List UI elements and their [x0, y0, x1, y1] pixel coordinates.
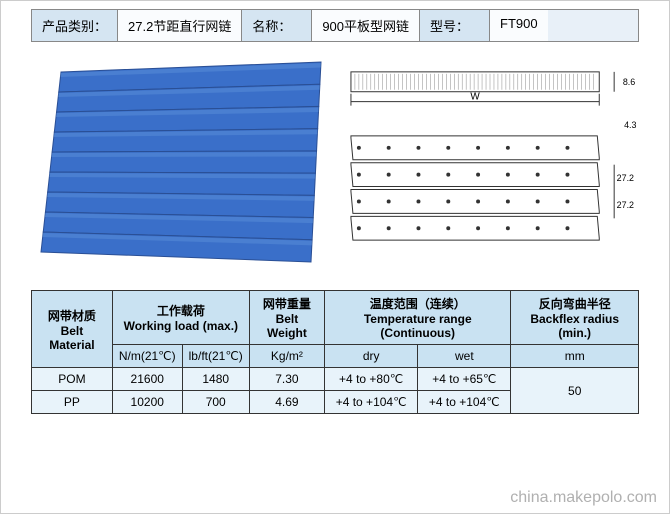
drawing-side: 4.3 27.2 27.2	[341, 118, 639, 267]
svg-text:W: W	[470, 92, 480, 103]
cell-backflex: 50	[511, 368, 639, 414]
cell-kg: 4.69	[249, 391, 324, 414]
watermark: china.makepolo.com	[510, 489, 657, 507]
col-backflex: 反向弯曲半径 Backflex radius (min.)	[511, 291, 639, 345]
svg-text:4.3: 4.3	[624, 120, 636, 130]
cell-dry: +4 to +104℃	[325, 391, 418, 414]
col-temp: 温度范围（连续） Temperature range (Continuous)	[325, 291, 511, 345]
sub-lbft: lb/ft(21℃)	[182, 345, 249, 368]
cell-wet: +4 to +65℃	[418, 368, 511, 391]
model-value: FT900	[490, 10, 548, 41]
col-material: 网带材质 Belt Material	[32, 291, 113, 368]
technical-drawings: W 8.6 4.3 27.2 27.2	[341, 52, 639, 272]
sub-mm: mm	[511, 345, 639, 368]
cell-kg: 7.30	[249, 368, 324, 391]
cell-mat: POM	[32, 368, 113, 391]
cell-wet: +4 to +104℃	[418, 391, 511, 414]
spec-table: 网带材质 Belt Material 工作载荷 Working load (ma…	[31, 290, 639, 414]
category-value: 27.2节距直行网链	[118, 10, 242, 41]
drawing-top: W 8.6	[341, 52, 639, 112]
model-label: 型号：	[420, 10, 490, 41]
product-header: 产品类别： 27.2节距直行网链 名称： 900平板型网链 型号： FT900	[31, 9, 639, 42]
sub-dry: dry	[325, 345, 418, 368]
middle-section: W 8.6 4.3 27.2 27.2	[31, 52, 639, 272]
cell-nm: 21600	[112, 368, 182, 391]
cell-mat: PP	[32, 391, 113, 414]
cell-dry: +4 to +80℃	[325, 368, 418, 391]
cell-lbft: 1480	[182, 368, 249, 391]
col-load: 工作载荷 Working load (max.)	[112, 291, 249, 345]
svg-text:27.2: 27.2	[617, 199, 634, 209]
category-label: 产品类别：	[32, 10, 118, 41]
name-value: 900平板型网链	[312, 10, 420, 41]
svg-text:27.2: 27.2	[617, 173, 634, 183]
belt-photo	[31, 52, 331, 272]
sub-kgm2: Kg/m²	[249, 345, 324, 368]
cell-lbft: 700	[182, 391, 249, 414]
table-row: POM 21600 1480 7.30 +4 to +80℃ +4 to +65…	[32, 368, 639, 391]
svg-text:8.6: 8.6	[623, 77, 635, 87]
sub-nm: N/m(21℃)	[112, 345, 182, 368]
col-weight: 网带重量 Belt Weight	[249, 291, 324, 345]
sub-wet: wet	[418, 345, 511, 368]
cell-nm: 10200	[112, 391, 182, 414]
name-label: 名称：	[242, 10, 312, 41]
